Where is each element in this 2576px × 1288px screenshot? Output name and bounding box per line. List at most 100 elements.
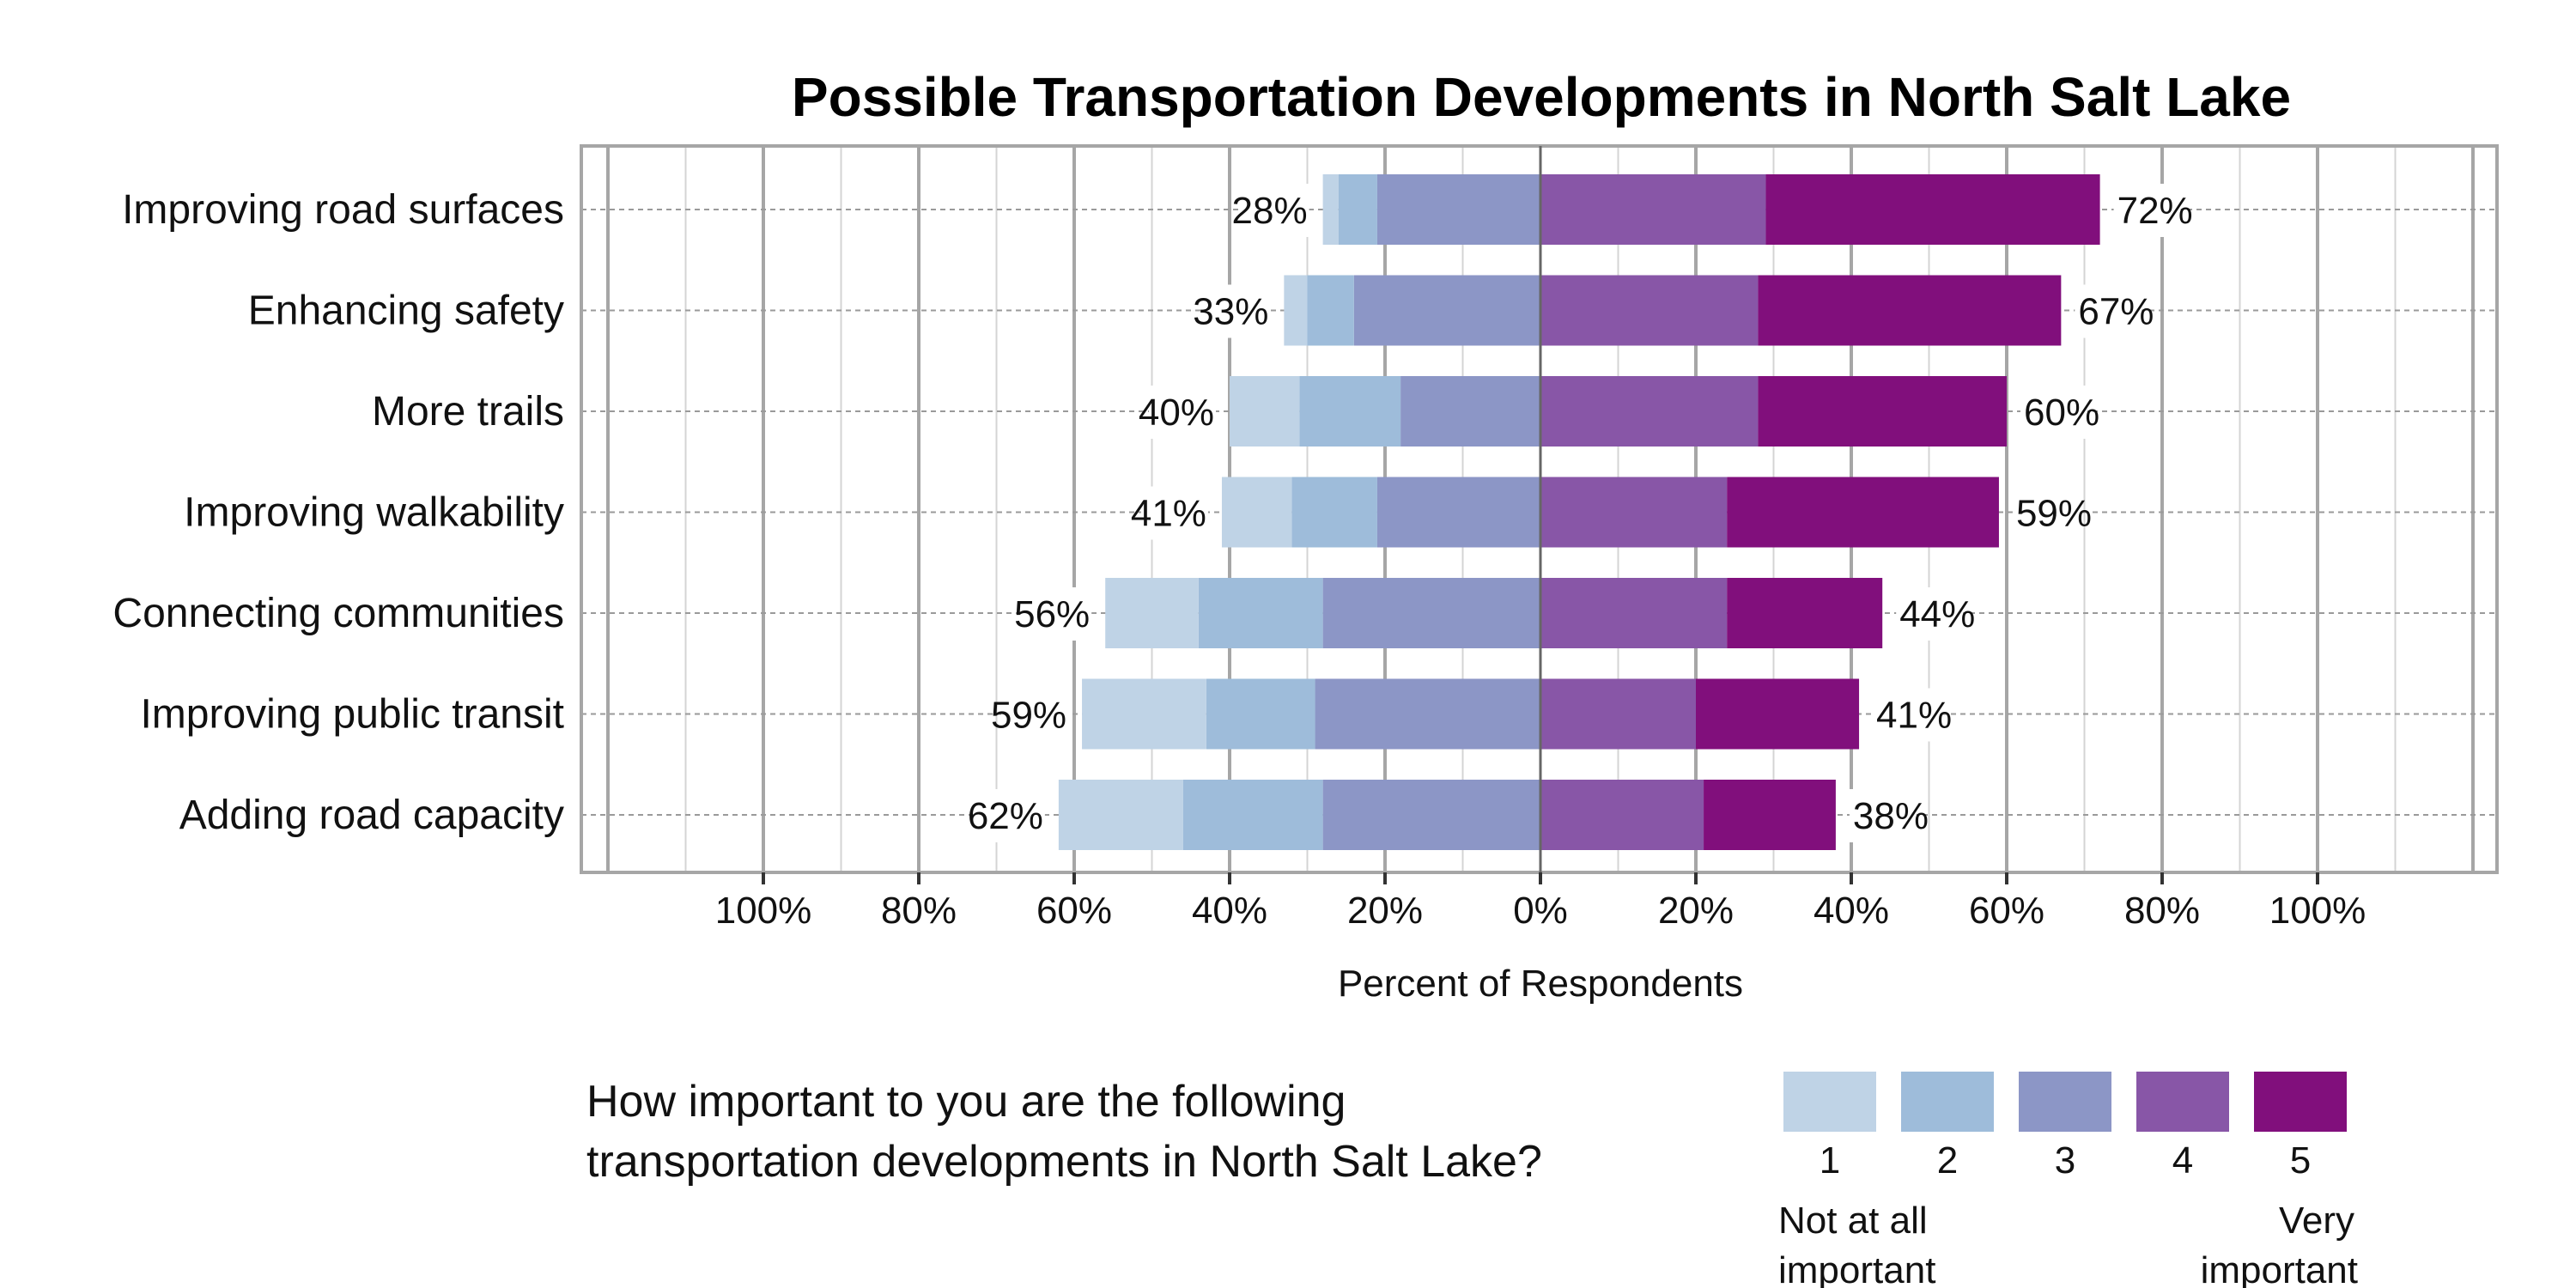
legend-question-line1: How important to you are the following <box>586 1077 1346 1127</box>
x-tick-label: 40% <box>1192 890 1267 932</box>
label-bg <box>2020 386 2087 439</box>
x-tick-label: 60% <box>1036 890 1112 932</box>
bar-row: Improving road surfaces 28% 72% <box>122 174 2497 245</box>
legend-swatch-3 <box>2019 1072 2111 1132</box>
chart-title: Possible Transportation Developments in … <box>792 66 2291 128</box>
x-tick-label: 100% <box>2269 890 2366 932</box>
bar-row: Connecting communities 56% 44% <box>112 578 2497 648</box>
legend-high-label-line2: important <box>2201 1249 2358 1288</box>
category-label: Improving road surfaces <box>122 187 564 233</box>
x-tick-label: 80% <box>881 890 957 932</box>
label-bg <box>1140 486 1208 540</box>
bar-segment-3 <box>1315 678 1540 750</box>
left-total-label: 62% <box>968 795 1043 837</box>
label-bg <box>1203 284 1271 338</box>
label-bg <box>2075 284 2142 338</box>
legend-swatch-2 <box>1901 1072 1994 1132</box>
legend-label: 1 <box>1820 1139 1840 1182</box>
x-axis-ticks: 100% 80% 60% 40% 20% 0% 20% 40% 60% 80% 100% <box>715 872 2366 932</box>
bar-segment-1 <box>1221 477 1292 548</box>
legend-high-label-line1: Very <box>2279 1200 2354 1242</box>
bar-segment-3 <box>1322 578 1540 648</box>
legend-low-label-line1: Not at all <box>1778 1200 1928 1242</box>
label-bg <box>977 789 1045 842</box>
bar-segment-2 <box>1182 780 1323 850</box>
bar-segment-3 <box>1376 477 1540 548</box>
label-bg <box>1849 789 1917 842</box>
bar-segment-4 <box>1540 275 1759 346</box>
category-label: Improving public transit <box>140 692 564 738</box>
bar-segment-5 <box>1727 578 1883 648</box>
left-total-label: 33% <box>1193 291 1268 333</box>
bar-segment-1 <box>1082 678 1206 750</box>
bar-segment-3 <box>1376 174 1540 245</box>
label-bg <box>2113 184 2181 237</box>
right-total-label: 59% <box>2016 493 2092 535</box>
legend-question-line2: transportation developments in North Sal… <box>586 1137 1542 1187</box>
x-tick-label: 100% <box>715 890 812 932</box>
label-bg <box>2012 486 2080 540</box>
left-total-label: 28% <box>1232 190 1308 232</box>
bar-segment-2 <box>1307 275 1354 346</box>
bar-segment-4 <box>1540 578 1728 648</box>
x-tick-label: 60% <box>1969 890 2044 932</box>
bar-segment-1 <box>1105 578 1199 648</box>
legend-swatch-5 <box>2254 1072 2347 1132</box>
label-bg <box>1024 587 1092 641</box>
bar-segment-4 <box>1540 678 1696 750</box>
bar-segment-2 <box>1198 578 1323 648</box>
bar-rows: Improving road surfaces 28% 72% Enhancing s… <box>112 174 2497 850</box>
bar-segment-1 <box>1322 174 1339 245</box>
bar-segment-4 <box>1540 376 1759 447</box>
legend-label: 3 <box>2055 1139 2075 1182</box>
bar-segment-5 <box>1696 678 1860 750</box>
x-axis-label: Percent of Respondents <box>1338 963 1743 1005</box>
bar-segment-2 <box>1299 376 1401 447</box>
bar-row: Enhancing safety 33% 67% <box>248 275 2497 346</box>
legend-swatch-1 <box>1783 1072 1876 1132</box>
label-bg <box>1873 688 1941 742</box>
x-tick-label: 40% <box>1814 890 1889 932</box>
bar-segment-2 <box>1206 678 1315 750</box>
legend-label: 2 <box>1937 1139 1958 1182</box>
label-bg <box>1242 184 1309 237</box>
bar-segment-1 <box>1284 275 1308 346</box>
label-bg <box>1149 386 1216 439</box>
right-total-label: 60% <box>2024 392 2099 434</box>
bar-segment-5 <box>1758 275 2062 346</box>
bar-segment-5 <box>1758 376 2007 447</box>
label-bg <box>1896 587 1964 641</box>
category-label: Adding road capacity <box>179 793 564 838</box>
category-label: More trails <box>372 389 564 434</box>
x-tick-label: 0% <box>1513 890 1568 932</box>
right-total-label: 44% <box>1899 593 1975 635</box>
right-total-label: 67% <box>2078 291 2154 333</box>
legend-low-label-line2: important <box>1778 1249 1935 1288</box>
bar-segment-5 <box>1765 174 2100 245</box>
x-tick-label: 80% <box>2124 890 2200 932</box>
bar-segment-5 <box>1727 477 1999 548</box>
left-total-label: 56% <box>1014 593 1090 635</box>
bar-row: Improving walkability 41% 59% <box>184 477 2497 548</box>
bar-segment-5 <box>1704 780 1836 850</box>
category-label: Enhancing safety <box>248 289 564 334</box>
legend-swatch-4 <box>2136 1072 2229 1132</box>
label-bg <box>1001 688 1069 742</box>
bar-segment-4 <box>1540 780 1704 850</box>
legend-label: 4 <box>2172 1139 2193 1182</box>
bar-segment-1 <box>1058 780 1183 850</box>
bar-row: More trails 40% 60% <box>372 376 2497 447</box>
legend-label: 5 <box>2290 1139 2311 1182</box>
bar-segment-2 <box>1291 477 1377 548</box>
bar-segment-4 <box>1540 174 1766 245</box>
x-tick-label: 20% <box>1658 890 1734 932</box>
right-total-label: 38% <box>1853 795 1929 837</box>
right-total-label: 72% <box>2117 190 2193 232</box>
bar-segment-3 <box>1322 780 1540 850</box>
bar-segment-4 <box>1540 477 1728 548</box>
bar-row: Improving public transit 59% 41% <box>140 678 2497 750</box>
legend: How important to you are the following t… <box>586 1072 2358 1288</box>
x-tick-label: 20% <box>1347 890 1423 932</box>
bar-segment-3 <box>1353 275 1540 346</box>
left-total-label: 40% <box>1139 392 1214 434</box>
